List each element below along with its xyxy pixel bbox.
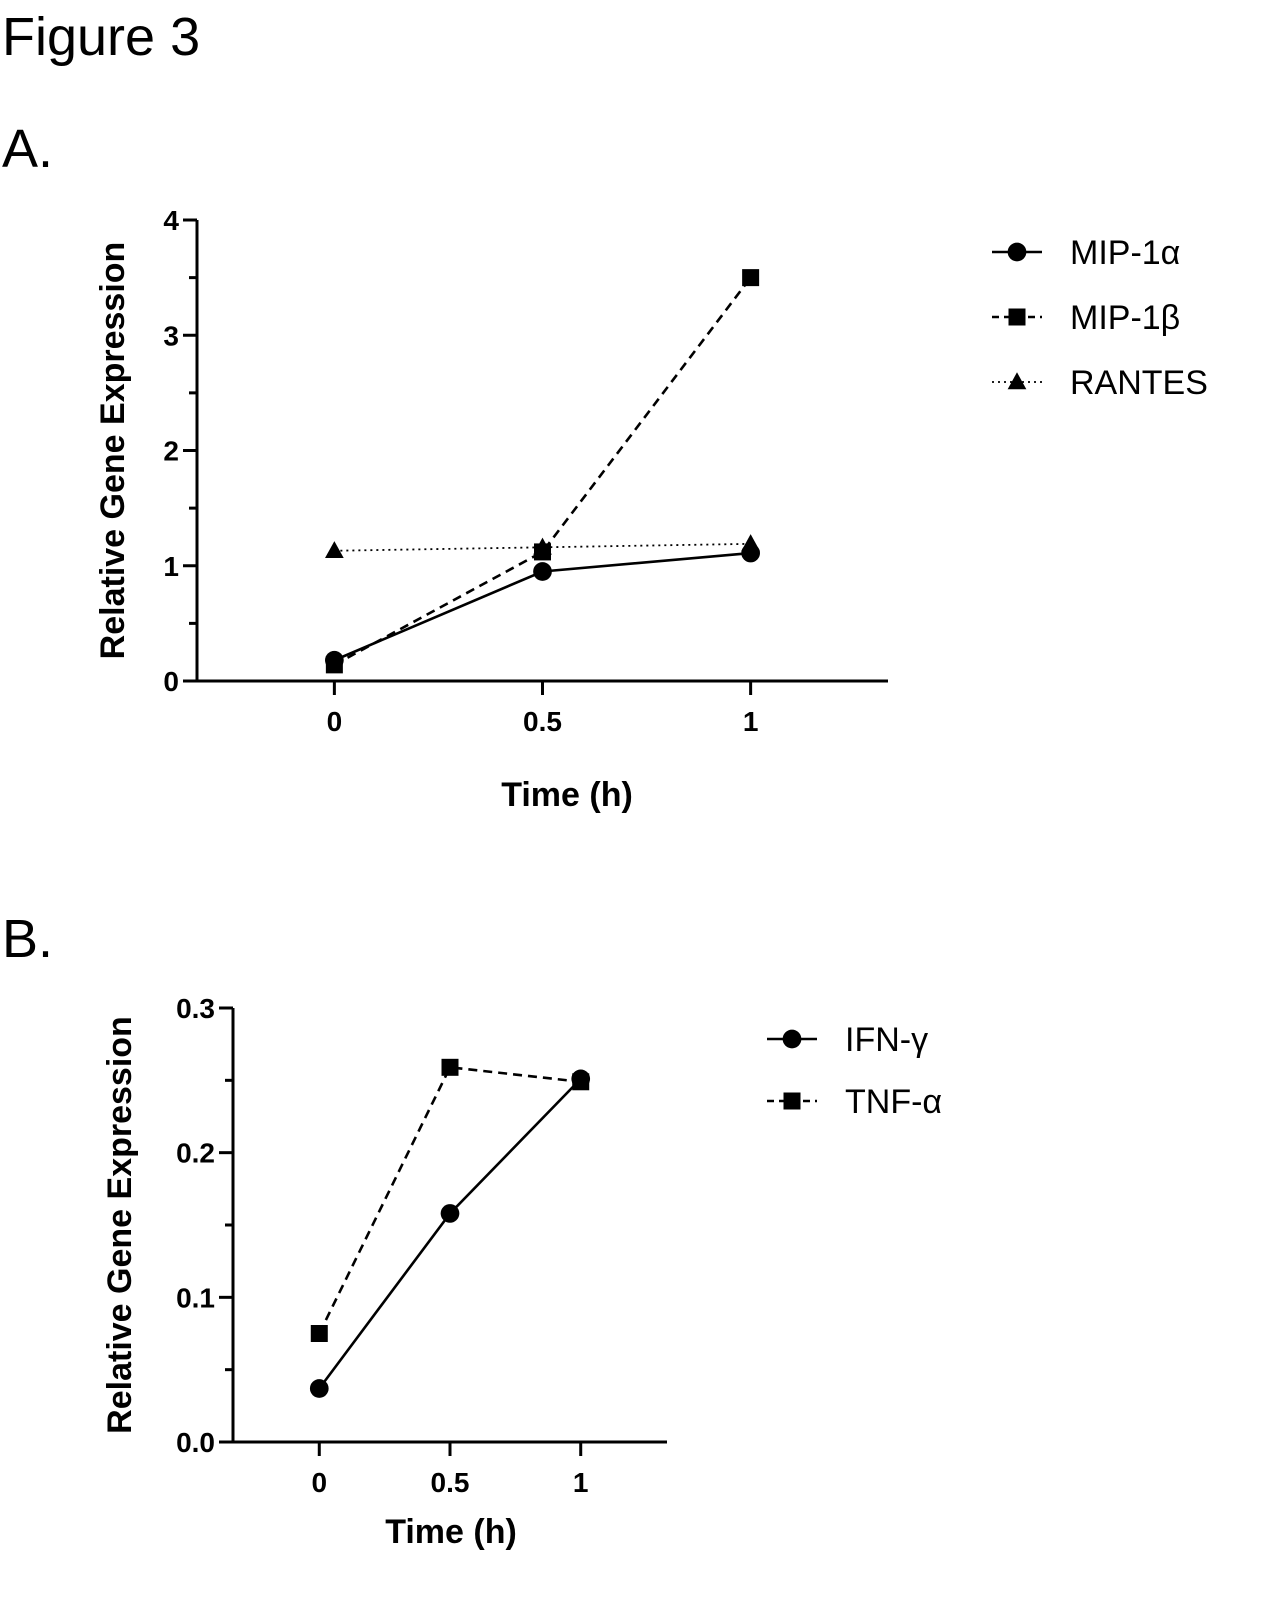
b-legend-marker	[783, 1092, 801, 1110]
b-y-tick-label: 0.1	[176, 1282, 215, 1313]
a-legend-label: MIP-1β	[1070, 299, 1180, 337]
a-y-tick-label: 0	[163, 666, 179, 697]
a-series-line	[333, 276, 752, 667]
a-data-point	[325, 541, 344, 559]
b-legend-marker	[782, 1029, 802, 1049]
b-series-1	[310, 1058, 590, 1342]
b-legend-label: TNF-α	[845, 1083, 942, 1121]
a-data-point	[533, 537, 552, 555]
a-x-tick-label: 0	[327, 706, 343, 737]
b-series-0	[309, 1069, 591, 1398]
a-y-tick-label: 4	[163, 205, 179, 236]
b-x-tick-label: 0	[311, 1467, 327, 1498]
b-x-tick-label: 1	[573, 1467, 589, 1498]
a-legend-marker	[1007, 372, 1027, 390]
a-legend-marker	[1008, 308, 1026, 326]
a-legend-marker	[1007, 242, 1027, 262]
a-legend-label: RANTES	[1070, 364, 1208, 402]
b-data-point	[572, 1073, 590, 1091]
b-y-tick-label: 0.0	[176, 1427, 215, 1458]
panel-b-label: B.	[2, 909, 54, 969]
b-y-axis-title: Relative Gene Expression	[101, 1016, 139, 1434]
a-x-tick-label: 0.5	[523, 706, 562, 737]
chart-a: 0 1 2 3 4 0 0.5 1 Time (h) Relative Gene Expressi…	[94, 205, 1208, 814]
a-x-tick-label: 1	[743, 706, 759, 737]
b-x-tick-label: 0.5	[431, 1467, 470, 1498]
a-y-axis-title: Relative Gene Expression	[94, 242, 132, 660]
panel-a-label: A.	[2, 119, 54, 179]
b-series-line	[318, 1077, 582, 1390]
a-data-point	[533, 562, 552, 581]
b-data-point	[310, 1325, 328, 1342]
b-data-point	[309, 1379, 329, 1398]
a-y-tick-label: 1	[163, 551, 179, 582]
b-data-point	[440, 1204, 460, 1223]
b-y-tick-label: 0.2	[176, 1138, 215, 1169]
a-data-point	[325, 656, 343, 674]
a-series-2	[325, 534, 760, 559]
a-x-axis-title: Time (h)	[501, 776, 633, 814]
b-x-axis-title: Time (h)	[385, 1513, 517, 1551]
b-data-point	[441, 1058, 459, 1076]
b-y-tick-label: 0.3	[176, 993, 215, 1024]
a-legend-label: MIP-1α	[1070, 234, 1180, 272]
b-series-line	[318, 1065, 581, 1335]
b-legend-label: IFN-γ	[845, 1021, 928, 1059]
a-y-tick-label: 3	[163, 320, 179, 351]
figure-title: Figure 3	[2, 7, 201, 67]
a-y-tick-label: 2	[163, 436, 179, 467]
a-data-point	[742, 269, 760, 287]
a-data-point	[741, 534, 760, 552]
